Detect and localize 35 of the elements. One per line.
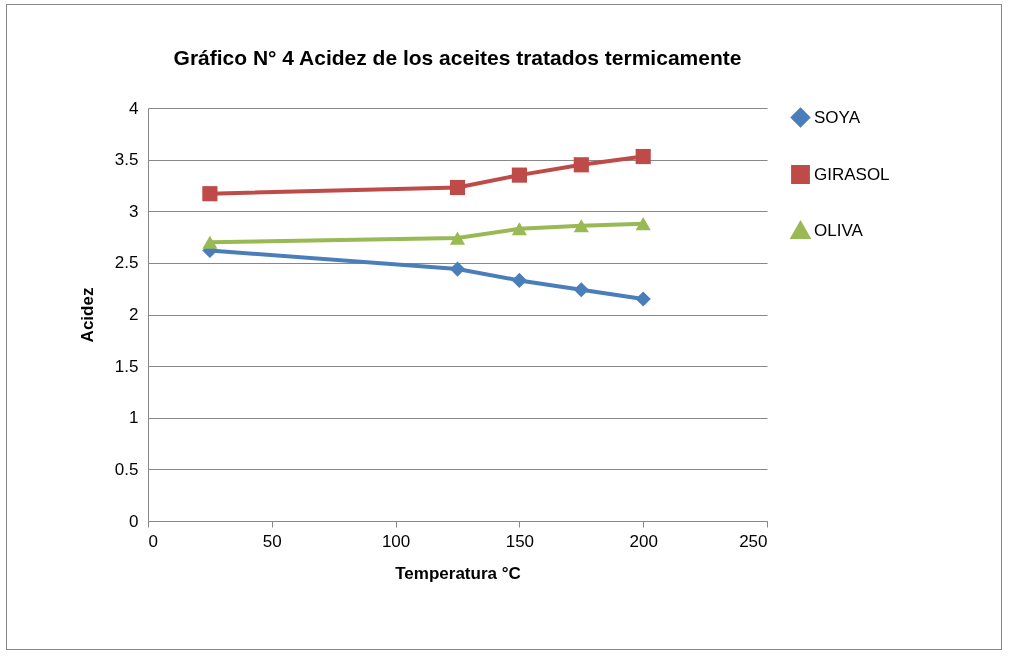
x-tick-label: 0 (148, 531, 158, 551)
point (449, 179, 466, 196)
point (573, 157, 589, 173)
y-tick-label: 0 (129, 511, 139, 531)
point (202, 235, 218, 249)
point (573, 282, 589, 298)
point (449, 231, 466, 245)
legend-label: OLIVA (814, 220, 864, 240)
point (202, 186, 218, 202)
y-tick-label: 2.5 (114, 253, 139, 273)
legend-label: SOYA (814, 107, 861, 127)
x-axis-title: Temperatura °C (395, 563, 521, 583)
x-tick-label: 50 (262, 531, 282, 551)
y-tick-label: 1.5 (114, 356, 139, 376)
y-tick-label: 4 (129, 98, 139, 118)
y-tick-label: 2 (129, 305, 139, 324)
y-tick-label: 1 (129, 408, 139, 428)
point (511, 272, 527, 289)
point (635, 291, 651, 307)
point (511, 167, 527, 183)
x-tick-label: 250 (739, 531, 768, 551)
chart-title: Gráfico N° 4 Acidez de los aceites tratados termicamente (173, 46, 742, 69)
y-axis-title: Acidez (77, 287, 97, 343)
x-tick-label: 150 (505, 531, 535, 551)
point (449, 261, 466, 277)
y-tick-label: 0.5 (114, 459, 139, 479)
point (635, 217, 651, 231)
point (635, 148, 651, 165)
y-tick-label: 3 (129, 201, 139, 221)
x-tick-label: 200 (629, 531, 658, 551)
x-tick-label: 100 (381, 531, 411, 551)
y-tick-label: 3.5 (114, 150, 139, 170)
point (573, 219, 589, 233)
point (511, 222, 527, 236)
legend-label: GIRASOL (814, 164, 890, 184)
